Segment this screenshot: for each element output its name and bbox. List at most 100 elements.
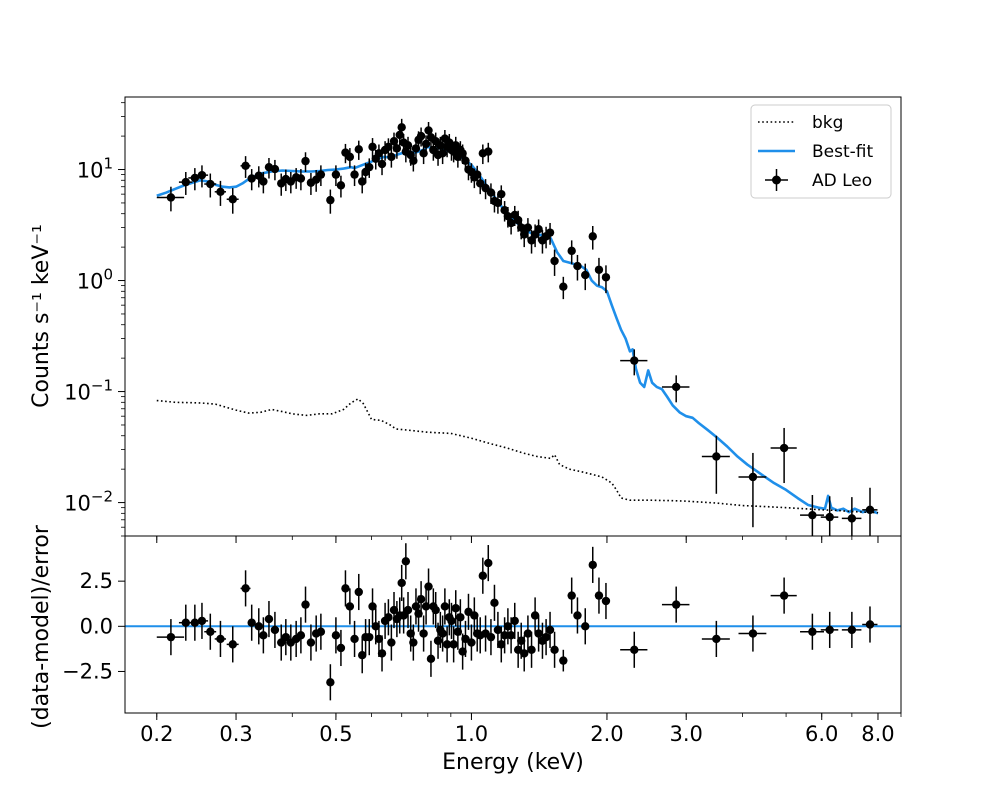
residual-marker	[431, 605, 440, 615]
residual-marker	[588, 560, 597, 570]
residual-marker	[374, 634, 384, 644]
residual-marker	[520, 649, 529, 658]
data-point	[156, 186, 185, 212]
residual-point	[486, 619, 496, 656]
bkg-curve	[156, 398, 879, 514]
residual-point	[841, 611, 862, 648]
data-point	[594, 257, 604, 286]
residual-point	[341, 570, 350, 607]
data-point	[374, 144, 384, 165]
data-point-marker	[601, 273, 611, 282]
data-point-marker	[461, 156, 470, 165]
residual-point	[581, 608, 590, 645]
residual-point	[387, 624, 396, 661]
residual-marker	[401, 557, 411, 566]
data-point-marker	[712, 452, 721, 461]
data-point-marker	[559, 282, 568, 291]
data-point-marker	[671, 382, 681, 392]
residual-marker	[316, 627, 326, 636]
x-tick-label: 0.2	[140, 722, 173, 746]
data-point	[738, 452, 767, 528]
data-point-marker	[567, 246, 576, 256]
data-point	[226, 188, 239, 214]
residual-point	[513, 631, 523, 668]
residual-marker	[779, 591, 789, 600]
residual-point	[384, 599, 393, 636]
residual-point	[588, 546, 597, 583]
residual-point	[259, 617, 268, 654]
data-point-marker	[865, 505, 875, 515]
residual-marker	[493, 625, 503, 635]
data-point	[661, 375, 690, 403]
legend-bkg-label: bkg	[812, 113, 843, 133]
residual-marker	[409, 638, 418, 647]
y-tick-label: 100	[77, 266, 113, 294]
residual-marker	[247, 618, 256, 627]
residual-marker	[500, 631, 509, 640]
residual-point	[451, 590, 460, 627]
x-tick-label: 3.0	[670, 722, 703, 746]
residual-point	[377, 635, 387, 672]
data-point	[387, 148, 396, 168]
y-tick-label: 10−1	[64, 377, 113, 405]
data-point-marker	[365, 162, 374, 172]
data-point-marker	[247, 174, 256, 183]
residual-marker	[513, 645, 523, 654]
data-point-marker	[377, 159, 387, 169]
residual-point	[500, 617, 509, 654]
residual-point	[397, 564, 406, 602]
top-points	[156, 118, 878, 536]
data-point	[506, 213, 516, 235]
residual-point	[594, 577, 604, 614]
residual-marker	[497, 640, 506, 649]
data-point	[336, 175, 346, 198]
data-point-marker	[316, 170, 326, 179]
residual-point	[316, 613, 326, 650]
data-point-marker	[197, 170, 207, 180]
residual-marker	[601, 596, 611, 606]
residual-point	[345, 588, 355, 625]
data-point-marker	[438, 149, 447, 158]
bottom-x-ticks: 0.2 0.3 0.5 1.0 2.0 3.0 6.0 8.0	[140, 713, 902, 746]
residual-y-tick-label: 2.5	[80, 569, 113, 593]
legend-adleo-label: AD Leo	[812, 171, 872, 191]
data-point	[438, 144, 447, 165]
residual-marker	[567, 591, 576, 600]
residual-point	[527, 631, 536, 668]
residual-point	[862, 606, 878, 643]
residual-point	[409, 624, 418, 661]
data-point	[178, 171, 193, 195]
residual-point	[523, 615, 533, 652]
residual-marker	[559, 656, 568, 665]
data-point-marker	[594, 265, 604, 274]
residual-marker	[671, 600, 681, 609]
residual-marker	[387, 638, 396, 647]
data-point-marker	[216, 187, 225, 196]
residual-points	[156, 543, 878, 701]
data-point	[862, 487, 878, 536]
x-tick-label: 0.3	[219, 722, 252, 746]
residual-marker	[426, 654, 436, 664]
data-point	[493, 194, 503, 214]
residual-point	[306, 624, 316, 661]
residual-marker	[594, 591, 604, 600]
residual-marker	[484, 558, 493, 568]
data-point	[588, 225, 597, 250]
data-point-marker	[392, 144, 402, 153]
data-point	[523, 218, 533, 240]
residual-point	[567, 577, 576, 614]
residual-point	[204, 613, 217, 650]
data-point	[254, 166, 263, 188]
legend-bestfit-label: Best-fit	[812, 142, 873, 162]
residual-marker	[336, 643, 346, 653]
residual-marker	[456, 613, 465, 622]
residual-point	[573, 597, 582, 634]
residual-point	[195, 602, 209, 639]
residual-marker	[503, 622, 513, 631]
residual-point	[478, 557, 488, 594]
data-point-marker	[493, 198, 503, 208]
data-point-marker	[345, 152, 355, 162]
data-point-marker	[395, 130, 404, 140]
residual-marker	[438, 629, 447, 638]
data-point	[259, 171, 268, 194]
